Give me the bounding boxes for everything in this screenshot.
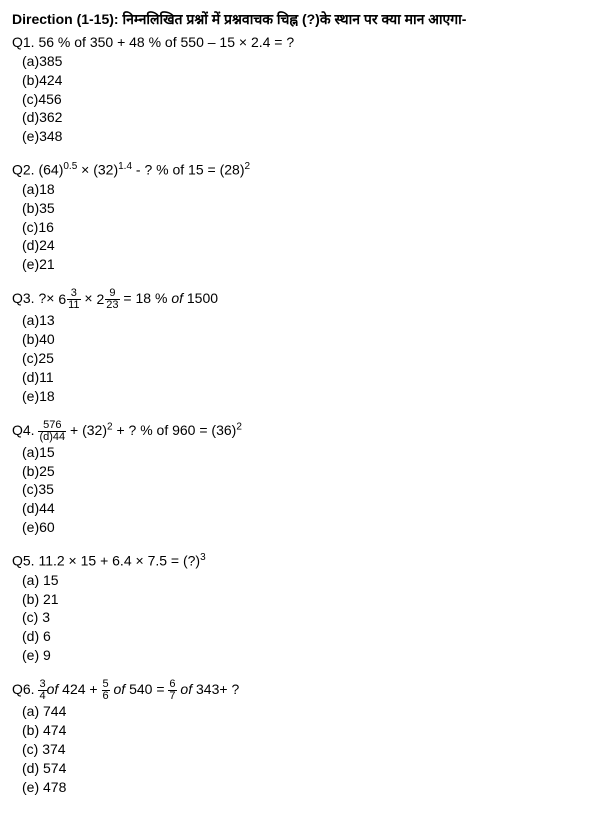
q4-mid1: + (32) xyxy=(66,422,107,438)
q6-d3: 7 xyxy=(168,691,176,702)
q3-option-e: (e)18 xyxy=(22,387,595,406)
q2-option-a: (a)18 xyxy=(22,180,595,199)
q3-den1: 11 xyxy=(67,300,80,311)
q6-of1: of xyxy=(47,681,63,697)
q6-option-d: (d) 574 xyxy=(22,759,595,778)
q6-of3: of xyxy=(177,681,196,697)
q1-option-c: (c)456 xyxy=(22,90,595,109)
q5-option-d: (d) 6 xyxy=(22,627,595,646)
q3-mid: × xyxy=(81,290,97,306)
q3-eq: = 18 % xyxy=(120,290,172,306)
q2-part1: Q2. (64) xyxy=(12,162,63,178)
q5-option-c: (c) 3 xyxy=(22,608,595,627)
q4-option-c: (c)35 xyxy=(22,480,595,499)
q6-v1: 424 + xyxy=(62,681,101,697)
direction-heading: Direction (1-15): निम्नलिखित प्रश्नों मे… xyxy=(12,10,595,29)
q2-exp1: 0.5 xyxy=(63,161,77,172)
q2-exp2: 1.4 xyxy=(118,161,132,172)
q6-frac3: 67 xyxy=(168,679,176,702)
q3-mixed2: 2923 xyxy=(97,288,120,311)
q6-prefix: Q6. xyxy=(12,681,38,697)
q5-option-a: (a) 15 xyxy=(22,571,595,590)
question-1: Q1. 56 % of 350 + 48 % of 550 – 15 × 2.4… xyxy=(12,33,595,146)
q6-frac1: 34 xyxy=(38,679,46,702)
q2-exp3: 2 xyxy=(244,161,250,172)
q4-option-d: (d)44 xyxy=(22,499,595,518)
q4-text: Q4. 576(d)44 + (32) 2 + ? % of 960 = (36)… xyxy=(12,420,595,443)
q3-num: 1500 xyxy=(187,290,218,306)
q6-v3: 343+ ? xyxy=(196,681,239,697)
q1-option-a: (a)385 xyxy=(22,52,595,71)
q6-d1: 4 xyxy=(38,691,46,702)
q4-mid2: + ? % of 960 = (36) xyxy=(113,422,237,438)
q3-option-a: (a)13 xyxy=(22,311,595,330)
q6-v2: 540 = xyxy=(129,681,168,697)
q3-whole2: 2 xyxy=(97,290,105,309)
q3-mixed1: 6311 xyxy=(58,288,80,311)
q4-den: (d)44 xyxy=(38,432,66,443)
question-5: Q5. 11.2 × 15 + 6.4 × 7.5 = (?)3 (a) 15 … xyxy=(12,551,595,665)
question-2: Q2. (64)0.5 × (32)1.4 - ? % of 15 = (28)… xyxy=(12,160,595,274)
q5-exp: 3 xyxy=(200,552,206,563)
q4-option-b: (b)25 xyxy=(22,462,595,481)
q2-text: Q2. (64)0.5 × (32)1.4 - ? % of 15 = (28)… xyxy=(12,160,595,180)
q1-option-b: (b)424 xyxy=(22,71,595,90)
q3-option-d: (d)11 xyxy=(22,368,595,387)
q2-option-d: (d)24 xyxy=(22,236,595,255)
q5-text: Q5. 11.2 × 15 + 6.4 × 7.5 = (?)3 xyxy=(12,551,595,571)
q3-prefix: Q3. ?× xyxy=(12,290,58,306)
q6-d2: 6 xyxy=(102,691,110,702)
q2-part3: - ? % of 15 = (28) xyxy=(132,162,244,178)
q4-option-e: (e)60 xyxy=(22,518,595,537)
q6-option-b: (b) 474 xyxy=(22,721,595,740)
q5-option-b: (b) 21 xyxy=(22,590,595,609)
q6-text: Q6. 34of 424 + 56 of 540 = 67 of 343+ ? xyxy=(12,679,595,702)
q2-option-e: (e)21 xyxy=(22,255,595,274)
question-4: Q4. 576(d)44 + (32)2 + ? % of 960 = (36)… xyxy=(12,420,595,537)
q5-option-e: (e) 9 xyxy=(22,646,595,665)
q5-prefix: Q5. 11.2 × 15 + 6.4 × 7.5 = (?) xyxy=(12,553,200,569)
q6-option-a: (a) 744 xyxy=(22,702,595,721)
q3-of: of xyxy=(171,290,187,306)
q4-exp2: 2 xyxy=(236,421,242,432)
q3-text: Q3. ?× 6311 × 2923 = 18 % of 1500 xyxy=(12,288,595,311)
q6-option-c: (c) 374 xyxy=(22,740,595,759)
q3-den2: 23 xyxy=(105,300,119,311)
q4-num: 576 xyxy=(38,420,66,432)
q6-of2: of xyxy=(110,681,129,697)
question-6: Q6. 34of 424 + 56 of 540 = 67 of 343+ ? … xyxy=(12,679,595,796)
q3-option-c: (c)25 xyxy=(22,349,595,368)
q4-option-a: (a)15 xyxy=(22,443,595,462)
q2-part2: × (32) xyxy=(77,162,118,178)
q4-frac: 576(d)44 xyxy=(38,420,66,443)
q3-whole1: 6 xyxy=(58,290,66,309)
q6-option-e: (e) 478 xyxy=(22,778,595,797)
q4-prefix: Q4. xyxy=(12,422,38,438)
q1-option-d: (d)362 xyxy=(22,108,595,127)
q6-frac2: 56 xyxy=(102,679,110,702)
q3-option-b: (b)40 xyxy=(22,330,595,349)
q2-option-b: (b)35 xyxy=(22,199,595,218)
q2-option-c: (c)16 xyxy=(22,218,595,237)
question-3: Q3. ?× 6311 × 2923 = 18 % of 1500 (a)13 … xyxy=(12,288,595,405)
q1-option-e: (e)348 xyxy=(22,127,595,146)
q1-text: Q1. 56 % of 350 + 48 % of 550 – 15 × 2.4… xyxy=(12,33,595,52)
